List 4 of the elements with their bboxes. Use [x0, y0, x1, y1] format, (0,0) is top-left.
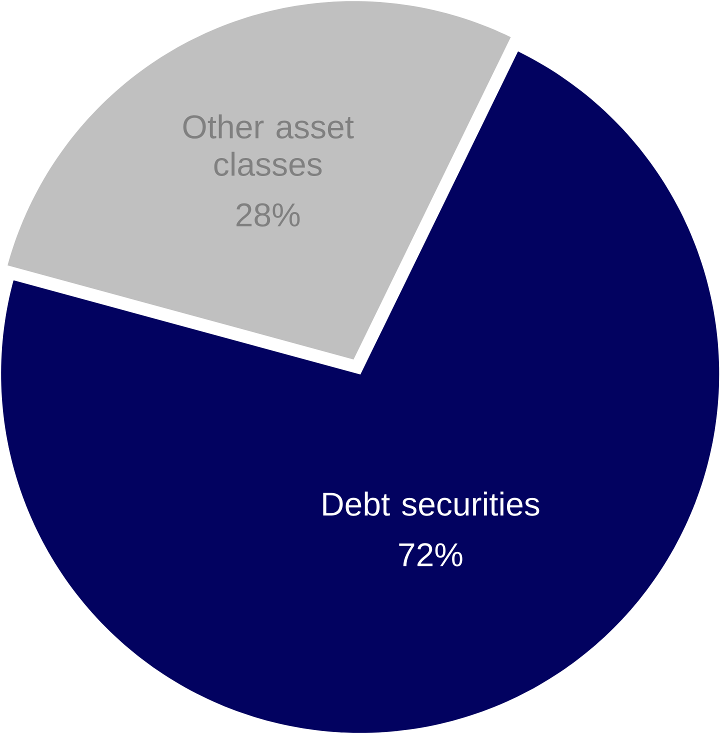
- data-label: 28%: [236, 203, 300, 227]
- slice-label: Other asset classes: [183, 114, 354, 176]
- data-label: 72%: [399, 543, 462, 566]
- slice-label: Debt securities: [323, 492, 540, 516]
